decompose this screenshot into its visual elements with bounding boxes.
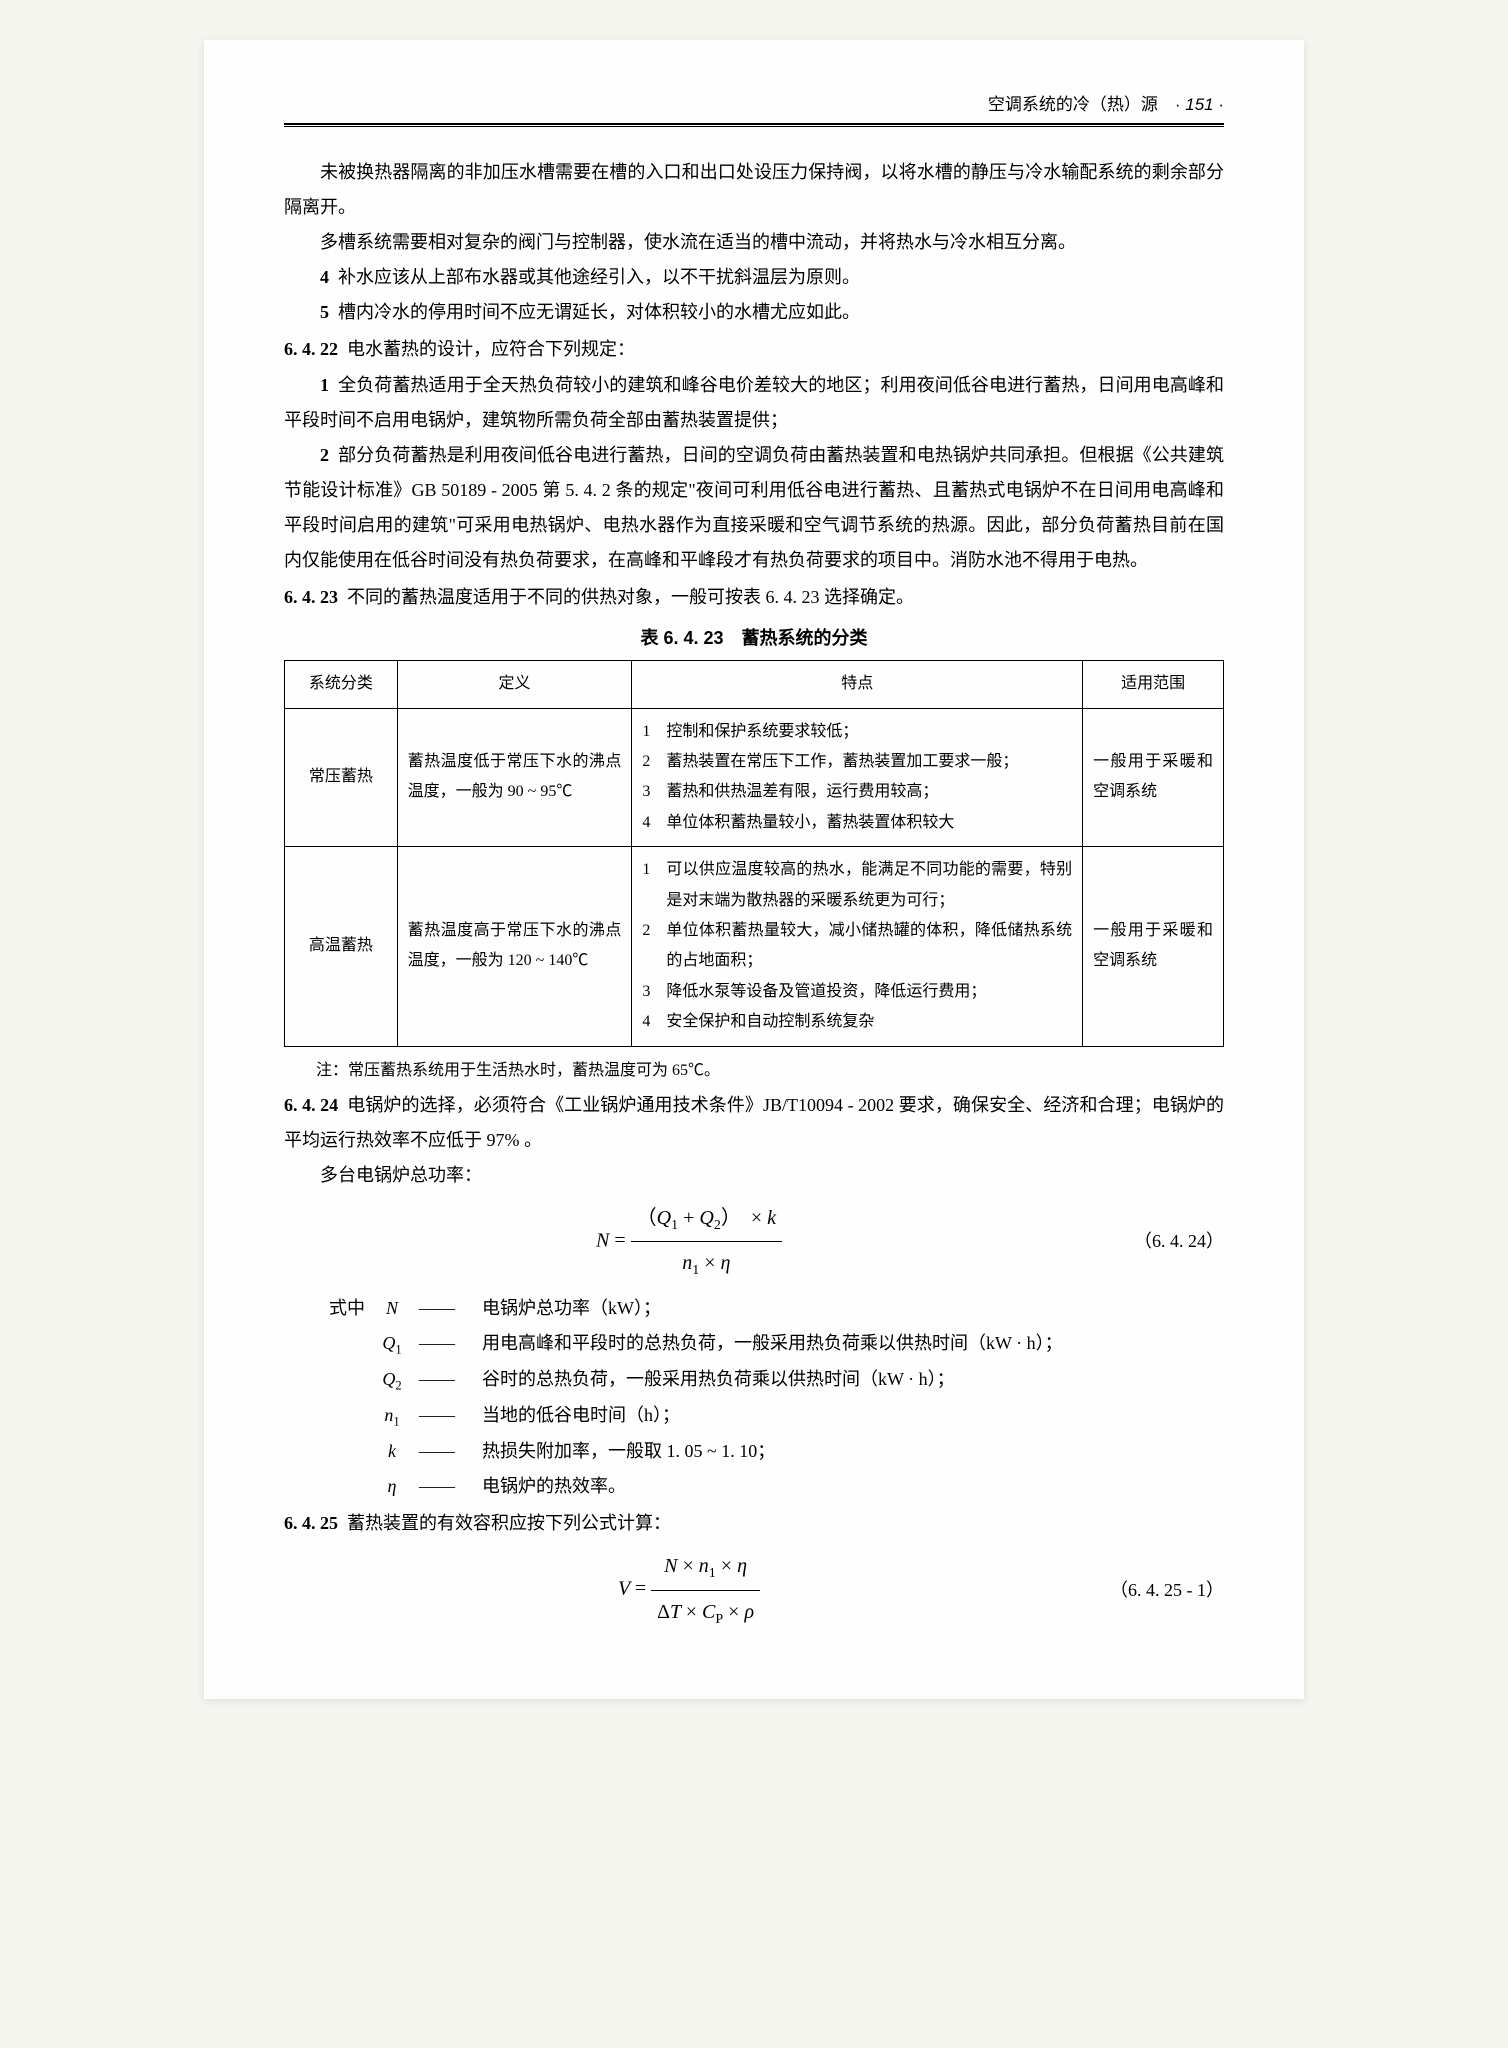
cell-scope: 一般用于采暖和空调系统	[1083, 847, 1224, 1046]
formula-number: （6. 4. 25 - 1）	[1094, 1573, 1224, 1608]
sec-title: 电水蓄热的设计，应符合下列规定：	[347, 339, 635, 359]
sec-text-24: 电锅炉的选择，必须符合《工业锅炉通用技术条件》JB/T10094 - 2002 …	[284, 1095, 1224, 1150]
body-content: 未被换热器隔离的非加压水槽需要在槽的入口和出口处设压力保持阀，以将水槽的静压与冷…	[284, 155, 1224, 1633]
item-text-5: 槽内冷水的停用时间不应无谓延长，对体积较小的水槽尤应如此。	[338, 302, 860, 322]
feat-text: 降低水泵等设备及管道投资，降低运行费用；	[666, 977, 1072, 1007]
where-text: 热损失附加率，一般取 1. 05 ~ 1. 10；	[482, 1434, 1224, 1469]
where-text: 电锅炉总功率（kW）；	[482, 1291, 1224, 1326]
s6422-item2: 2部分负荷蓄热是利用夜间低谷电进行蓄热，日间的空调负荷由蓄热装置和电热锅炉共同承…	[284, 438, 1224, 578]
where-text: 谷时的总热负荷，一般采用热负荷乘以供热时间（kW · h）；	[482, 1362, 1224, 1398]
formula-6-4-24: N = （Q1 + Q2） × k n1 × η （6. 4. 24）	[284, 1199, 1224, 1285]
where-label: 式中	[284, 1291, 365, 1326]
where-dash: ——	[419, 1291, 482, 1326]
th-scope: 适用范围	[1083, 661, 1224, 708]
para-intro-1: 未被换热器隔离的非加压水槽需要在槽的入口和出口处设压力保持阀，以将水槽的静压与冷…	[284, 155, 1224, 225]
s6422-i1-text: 全负荷蓄热适用于全天热负荷较小的建筑和峰谷电价差较大的地区；利用夜间低谷电进行蓄…	[284, 375, 1224, 430]
table-row: 常压蓄热 蓄热温度低于常压下水的沸点温度，一般为 90 ~ 95℃ 1控制和保护…	[285, 708, 1224, 847]
where-text: 电锅炉的热效率。	[482, 1469, 1224, 1504]
cell-def: 蓄热温度高于常压下水的沸点温度，一般为 120 ~ 140℃	[397, 847, 632, 1046]
feat-text: 蓄热和供热温差有限，运行费用较高；	[666, 777, 1072, 807]
th-def: 定义	[397, 661, 632, 708]
where-sym: n1	[365, 1398, 419, 1434]
where-sym: N	[365, 1291, 419, 1326]
table-caption: 表 6. 4. 23 蓄热系统的分类	[284, 621, 1224, 656]
formula-expression: V = N × n1 × η ΔT × CP × ρ	[284, 1547, 1094, 1633]
table-header-row: 系统分类 定义 特点 适用范围	[285, 661, 1224, 708]
section-6-4-23: 6. 4. 23 不同的蓄热温度适用于不同的供热对象，一般可按表 6. 4. 23…	[284, 580, 1224, 615]
sec-text-23: 不同的蓄热温度适用于不同的供热对象，一般可按表 6. 4. 23 选择确定。	[347, 587, 914, 607]
cell-def: 蓄热温度低于常压下水的沸点温度，一般为 90 ~ 95℃	[397, 708, 632, 847]
item-num-4: 4	[320, 267, 329, 287]
item-4: 4 补水应该从上部布水器或其他途经引入，以不干扰斜温层为原则。	[284, 260, 1224, 295]
sec-num-25: 6. 4. 25	[284, 1513, 338, 1533]
where-text: 当地的低谷电时间（h）；	[482, 1398, 1224, 1434]
feat-text: 可以供应温度较高的热水，能满足不同功能的需要，特别是对末端为散热器的采暖系统更为…	[666, 855, 1072, 916]
where-row: Q2 —— 谷时的总热负荷，一般采用热负荷乘以供热时间（kW · h）；	[284, 1362, 1224, 1398]
table-6-4-23: 系统分类 定义 特点 适用范围 常压蓄热 蓄热温度低于常压下水的沸点温度，一般为…	[284, 660, 1224, 1046]
formula-expression: N = （Q1 + Q2） × k n1 × η	[284, 1199, 1094, 1285]
cell-feat: 1控制和保护系统要求较低； 2蓄热装置在常压下工作，蓄热装置加工要求一般； 3蓄…	[632, 708, 1083, 847]
sec-num-24: 6. 4. 24	[284, 1095, 338, 1115]
feat-text: 控制和保护系统要求较低；	[666, 717, 1072, 747]
cell-feat: 1可以供应温度较高的热水，能满足不同功能的需要，特别是对末端为散热器的采暖系统更…	[632, 847, 1083, 1046]
where-row: 式中 N —— 电锅炉总功率（kW）；	[284, 1291, 1224, 1326]
page-number: 151	[1185, 95, 1213, 114]
section-6-4-25: 6. 4. 25 蓄热装置的有效容积应按下列公式计算：	[284, 1506, 1224, 1541]
where-text: 用电高峰和平段时的总热负荷，一般采用热负荷乘以供热时间（kW · h）；	[482, 1326, 1224, 1362]
formula-number: （6. 4. 24）	[1094, 1224, 1224, 1259]
where-sym: k	[365, 1434, 419, 1469]
item-num-5: 5	[320, 302, 329, 322]
feat-text: 安全保护和自动控制系统复杂	[666, 1007, 1072, 1037]
formula-intro: 多台电锅炉总功率：	[284, 1158, 1224, 1193]
th-feat: 特点	[632, 661, 1083, 708]
where-row: η —— 电锅炉的热效率。	[284, 1469, 1224, 1504]
running-header: 空调系统的冷（热）源 · 151 ·	[284, 90, 1224, 115]
sec-text-25: 蓄热装置的有效容积应按下列公式计算：	[347, 1513, 671, 1533]
where-row: Q1 —— 用电高峰和平段时的总热负荷，一般采用热负荷乘以供热时间（kW · h…	[284, 1326, 1224, 1362]
where-sym: Q2	[365, 1362, 419, 1398]
cell-scope: 一般用于采暖和空调系统	[1083, 708, 1224, 847]
formula-6-4-25-1: V = N × n1 × η ΔT × CP × ρ （6. 4. 25 - 1…	[284, 1547, 1224, 1633]
where-row: n1 —— 当地的低谷电时间（h）；	[284, 1398, 1224, 1434]
para-intro-2: 多槽系统需要相对复杂的阀门与控制器，使水流在适当的槽中流动，并将热水与冷水相互分…	[284, 225, 1224, 260]
item-text-4: 补水应该从上部布水器或其他途经引入，以不干扰斜温层为原则。	[338, 267, 860, 287]
where-sym: Q1	[365, 1326, 419, 1362]
num-1: 1	[320, 375, 329, 395]
th-cat: 系统分类	[285, 661, 398, 708]
where-row: k —— 热损失附加率，一般取 1. 05 ~ 1. 10；	[284, 1434, 1224, 1469]
s6422-item1: 1全负荷蓄热适用于全天热负荷较小的建筑和峰谷电价差较大的地区；利用夜间低谷电进行…	[284, 368, 1224, 438]
section-6-4-22: 6. 4. 22 电水蓄热的设计，应符合下列规定：	[284, 332, 1224, 367]
header-title: 空调系统的冷（热）源	[988, 95, 1158, 114]
header-rule	[284, 123, 1224, 127]
where-sym: η	[365, 1469, 419, 1504]
feat-text: 单位体积蓄热量较小，蓄热装置体积较大	[666, 808, 1072, 838]
s6422-i2-text: 部分负荷蓄热是利用夜间低谷电进行蓄热，日间的空调负荷由蓄热装置和电热锅炉共同承担…	[284, 445, 1224, 570]
sec-num: 6. 4. 22	[284, 339, 338, 359]
section-6-4-24: 6. 4. 24电锅炉的选择，必须符合《工业锅炉通用技术条件》JB/T10094…	[284, 1088, 1224, 1158]
where-block: 式中 N —— 电锅炉总功率（kW）； Q1 —— 用电高峰和平段时的总热负荷，…	[284, 1291, 1224, 1505]
item-5: 5 槽内冷水的停用时间不应无谓延长，对体积较小的水槽尤应如此。	[284, 295, 1224, 330]
num-2: 2	[320, 445, 329, 465]
cell-cat: 高温蓄热	[285, 847, 398, 1046]
sec-num-23: 6. 4. 23	[284, 587, 338, 607]
cell-cat: 常压蓄热	[285, 708, 398, 847]
feat-text: 单位体积蓄热量较大，减小储热罐的体积，降低储热系统的占地面积；	[666, 916, 1072, 977]
feat-text: 蓄热装置在常压下工作，蓄热装置加工要求一般；	[666, 747, 1072, 777]
table-note: 注：常压蓄热系统用于生活热水时，蓄热温度可为 65℃。	[284, 1055, 1224, 1086]
page: 空调系统的冷（热）源 · 151 · 未被换热器隔离的非加压水槽需要在槽的入口和…	[204, 40, 1304, 1699]
table-row: 高温蓄热 蓄热温度高于常压下水的沸点温度，一般为 120 ~ 140℃ 1可以供…	[285, 847, 1224, 1046]
